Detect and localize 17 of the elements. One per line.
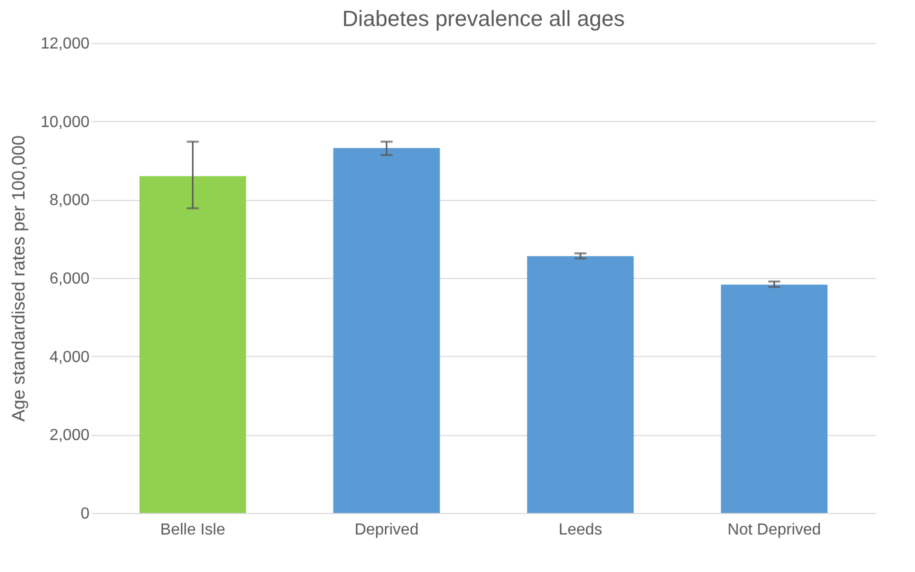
x-tick-label: Deprived <box>354 522 419 538</box>
y-tick-label: 4,000 <box>49 348 90 366</box>
y-tick-label: 12,000 <box>40 36 90 52</box>
y-tick-label: 8,000 <box>49 192 90 210</box>
y-tick-label: 6,000 <box>49 270 90 288</box>
x-tick-label: Belle Isle <box>160 522 226 538</box>
x-tick-label: Not Deprived <box>728 522 821 538</box>
bar <box>333 148 440 513</box>
bar <box>527 256 634 513</box>
x-tick-label: Leeds <box>558 522 602 538</box>
bar <box>720 284 828 513</box>
bar <box>139 176 246 513</box>
y-tick-label: 0 <box>80 506 90 522</box>
y-tick-label: 10,000 <box>40 114 90 131</box>
y-tick-label: 2,000 <box>49 427 90 444</box>
y-axis-title: Age standardised rates per 100,000 <box>8 135 29 422</box>
chart-title: Diabetes prevalence all ages <box>342 6 625 31</box>
